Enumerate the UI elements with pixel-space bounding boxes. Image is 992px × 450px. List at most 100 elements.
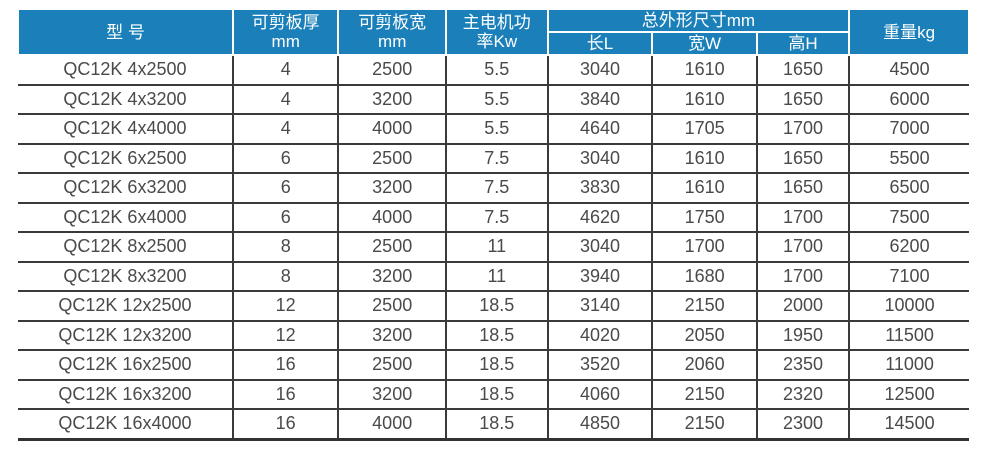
cell-width: 1610 [651, 173, 758, 203]
cell-model: QC12K 4x4000 [18, 114, 234, 144]
cell-length: 4620 [546, 202, 654, 233]
cell-weight: 6000 [848, 84, 969, 115]
cell-model: QC12K 12x3200 [18, 320, 234, 351]
cell-weight: 4500 [848, 55, 969, 85]
table-body: QC12K 4x2500 4 2500 5.5 3040 1610 1650 4500 QC12… [18, 55, 969, 440]
cell-height: 1650 [755, 55, 851, 85]
header-dim-length: 长L [546, 31, 654, 57]
cell-cut-width: 3200 [337, 379, 447, 410]
cell-model: QC12K 12x2500 [18, 291, 234, 321]
cell-height: 2320 [755, 379, 851, 410]
spec-table-wrapper: 型 号 可剪板厚 mm 可剪板宽 mm 主电机功 率Kw 总外形尺寸mm 重量k… [17, 7, 970, 441]
table-header: 型 号 可剪板厚 mm 可剪板宽 mm 主电机功 率Kw 总外形尺寸mm 重量k… [17, 7, 970, 57]
cell-height: 1700 [755, 114, 851, 144]
cell-model: QC12K 6x2500 [18, 143, 234, 174]
cell-width: 2150 [651, 409, 758, 440]
cell-cut-width: 4000 [337, 202, 447, 233]
table-row: QC12K 8x3200 8 3200 11 3940 1680 1700 7100 [18, 261, 969, 292]
cell-power: 7.5 [444, 173, 549, 203]
cell-model: QC12K 16x3200 [18, 379, 234, 410]
cell-height: 2300 [755, 409, 851, 440]
cell-weight: 5500 [848, 143, 969, 174]
table-row: QC12K 6x3200 6 3200 7.5 3830 1610 1650 6500 [18, 173, 969, 203]
cell-height: 1650 [755, 173, 851, 203]
cell-cut-width: 2500 [337, 291, 447, 321]
cell-power: 5.5 [444, 84, 549, 115]
cell-thickness: 6 [231, 202, 340, 233]
header-row-top: 型 号 可剪板厚 mm 可剪板宽 mm 主电机功 率Kw 总外形尺寸mm 重量k… [17, 7, 970, 57]
table-row: QC12K 6x2500 6 2500 7.5 3040 1610 1650 5500 [18, 143, 969, 174]
cell-weight: 14500 [848, 409, 969, 440]
cell-thickness: 16 [231, 350, 340, 380]
cell-height: 2000 [755, 291, 851, 321]
cell-thickness: 4 [231, 84, 340, 115]
table-row: QC12K 12x2500 12 2500 18.5 3140 2150 2000 10000 [18, 291, 969, 321]
cell-model: QC12K 4x3200 [18, 84, 234, 115]
cell-weight: 6200 [848, 232, 969, 262]
cell-cut-width: 3200 [337, 320, 447, 351]
cell-thickness: 12 [231, 320, 340, 351]
cell-cut-width: 4000 [337, 409, 447, 440]
header-model: 型 号 [17, 7, 234, 57]
cell-weight: 7100 [848, 261, 969, 292]
table-row: QC12K 16x3200 16 3200 18.5 4060 2150 2320 12500 [18, 379, 969, 410]
cell-cut-width: 3200 [337, 84, 447, 115]
header-power: 主电机功 率Kw [444, 7, 549, 57]
cell-width: 1705 [651, 114, 758, 144]
header-cut-width: 可剪板宽 mm [337, 7, 447, 57]
header-thickness-line1: 可剪板厚 [251, 13, 320, 32]
table-row: QC12K 12x3200 12 3200 18.5 4020 2050 1950 11500 [18, 320, 969, 351]
cell-thickness: 12 [231, 291, 340, 321]
cell-cut-width: 2500 [337, 350, 447, 380]
header-dim-width: 宽W [651, 31, 758, 57]
cell-length: 3040 [546, 143, 654, 174]
header-dimensions-group: 总外形尺寸mm [546, 7, 851, 34]
cell-thickness: 16 [231, 409, 340, 440]
cell-height: 1650 [755, 84, 851, 115]
cell-power: 5.5 [444, 55, 549, 85]
table-row: QC12K 4x2500 4 2500 5.5 3040 1610 1650 4500 [18, 55, 969, 85]
cell-power: 18.5 [444, 350, 549, 380]
cell-power: 5.5 [444, 114, 549, 144]
cell-model: QC12K 4x2500 [18, 55, 234, 85]
cell-width: 1680 [651, 261, 758, 292]
cell-height: 1700 [755, 261, 851, 292]
cell-height: 1650 [755, 143, 851, 174]
cell-model: QC12K 16x4000 [18, 409, 234, 440]
header-power-line2: 率Kw [476, 32, 518, 52]
cell-model: QC12K 8x2500 [18, 232, 234, 262]
cell-width: 2150 [651, 291, 758, 321]
header-power-line1: 主电机功 [462, 13, 531, 32]
cell-weight: 11500 [848, 320, 969, 351]
header-cut-width-unit: mm [378, 32, 407, 52]
cell-power: 18.5 [444, 409, 549, 440]
cell-cut-width: 2500 [337, 232, 447, 262]
table-row: QC12K 4x4000 4 4000 5.5 4640 1705 1700 7000 [18, 114, 969, 144]
cell-length: 4640 [546, 114, 654, 144]
cell-length: 3830 [546, 173, 654, 203]
cell-power: 18.5 [444, 291, 549, 321]
cell-length: 3040 [546, 232, 654, 262]
cell-thickness: 8 [231, 261, 340, 292]
cell-thickness: 6 [231, 173, 340, 203]
cell-length: 3840 [546, 84, 654, 115]
cell-cut-width: 3200 [337, 173, 447, 203]
cell-length: 3040 [546, 55, 654, 85]
cell-weight: 11000 [848, 350, 969, 380]
cell-length: 4850 [546, 409, 654, 440]
cell-thickness: 16 [231, 379, 340, 410]
header-thickness-unit: mm [271, 32, 300, 52]
table-row: QC12K 16x4000 16 4000 18.5 4850 2150 2300 14500 [18, 409, 969, 440]
header-row-sub: 长L 宽W 高H [18, 31, 969, 57]
cell-weight: 6500 [848, 173, 969, 203]
cell-length: 3140 [546, 291, 654, 321]
cell-cut-width: 3200 [337, 261, 447, 292]
spec-table: 型 号 可剪板厚 mm 可剪板宽 mm 主电机功 率Kw 总外形尺寸mm 重量k… [17, 7, 970, 441]
cell-thickness: 4 [231, 55, 340, 85]
cell-height: 1700 [755, 202, 851, 233]
cell-cut-width: 2500 [337, 55, 447, 85]
table-row: QC12K 6x4000 6 4000 7.5 4620 1750 1700 7500 [18, 202, 969, 233]
cell-cut-width: 2500 [337, 143, 447, 174]
cell-width: 1610 [651, 84, 758, 115]
cell-model: QC12K 8x3200 [18, 261, 234, 292]
